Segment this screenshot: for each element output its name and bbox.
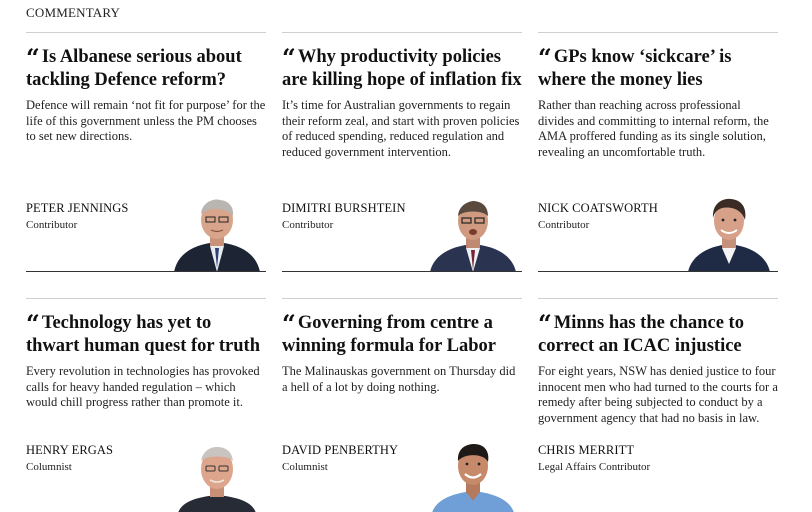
article-card[interactable]: “Minns has the chance to correct an ICAC… — [538, 298, 778, 512]
byline: DAVID PENBERTHY Columnist — [282, 443, 398, 473]
commentary-grid: “Is Albanese serious about tackling Defe… — [26, 32, 778, 512]
author-name[interactable]: HENRY ERGAS — [26, 443, 114, 457]
author-role: Contributor — [26, 219, 78, 231]
author-role: Contributor — [538, 219, 590, 231]
article-headline[interactable]: “Technology has yet to thwart human ques… — [26, 309, 261, 357]
article-standfirst: Every revolution in technologies has pro… — [26, 364, 260, 410]
byline: CHRIS MERRITT Legal Affairs Contributor — [538, 443, 650, 473]
article-headline[interactable]: “Minns has the chance to correct an ICAC… — [538, 309, 744, 357]
author-portrait — [170, 196, 264, 272]
byline: PETER JENNINGS Contributor — [26, 201, 128, 231]
author-role: Contributor — [282, 219, 334, 231]
author-role: Legal Affairs Contributor — [538, 461, 651, 473]
author-portrait — [426, 443, 520, 512]
article-card[interactable]: “Why productivity policies are killing h… — [282, 32, 522, 272]
article-standfirst: The Malinauskas government on Thursday d… — [282, 364, 516, 394]
quote-mark-icon: “ — [538, 43, 552, 72]
author-name[interactable]: NICK COATSWORTH — [538, 201, 658, 215]
section-label[interactable]: COMMENTARY — [26, 5, 121, 20]
article-card[interactable]: “Governing from centre a winning formula… — [282, 298, 522, 512]
quote-mark-icon: “ — [26, 43, 40, 72]
commentary-row: “Technology has yet to thwart human ques… — [26, 298, 778, 512]
article-standfirst: It’s time for Australian governments to … — [282, 98, 520, 159]
byline: DIMITRI BURSHTEIN Contributor — [282, 201, 406, 231]
article-standfirst: Defence will remain ‘not fit for purpose… — [26, 98, 266, 144]
author-name[interactable]: CHRIS MERRITT — [538, 443, 635, 457]
author-name[interactable]: DAVID PENBERTHY — [282, 443, 399, 457]
author-role: Columnist — [282, 461, 328, 473]
author-name[interactable]: DIMITRI BURSHTEIN — [282, 201, 406, 215]
quote-mark-icon: “ — [538, 309, 552, 338]
byline: NICK COATSWORTH Contributor — [538, 201, 658, 231]
quote-mark-icon: “ — [26, 309, 40, 338]
author-portrait — [170, 443, 264, 512]
quote-mark-icon: “ — [282, 43, 296, 72]
article-headline[interactable]: “Governing from centre a winning formula… — [282, 309, 496, 357]
author-name[interactable]: PETER JENNINGS — [26, 201, 129, 215]
article-standfirst: For eight years, NSW has denied justice … — [538, 364, 778, 425]
author-portrait — [682, 196, 776, 272]
byline: HENRY ERGAS Columnist — [26, 443, 113, 473]
article-standfirst: Rather than reaching across professional… — [538, 98, 769, 159]
article-headline[interactable]: “Is Albanese serious about tackling Defe… — [26, 43, 242, 91]
author-portrait — [426, 196, 520, 272]
article-headline[interactable]: “Why productivity policies are killing h… — [282, 43, 522, 91]
article-card[interactable]: “Technology has yet to thwart human ques… — [26, 298, 266, 512]
author-role: Columnist — [26, 461, 72, 473]
commentary-row: “Is Albanese serious about tackling Defe… — [26, 32, 778, 272]
article-card[interactable]: “Is Albanese serious about tackling Defe… — [26, 32, 266, 272]
article-headline[interactable]: “GPs know ‘sickcare’ is where the money … — [538, 43, 732, 91]
quote-mark-icon: “ — [282, 309, 296, 338]
article-card[interactable]: “GPs know ‘sickcare’ is where the money … — [538, 32, 778, 272]
